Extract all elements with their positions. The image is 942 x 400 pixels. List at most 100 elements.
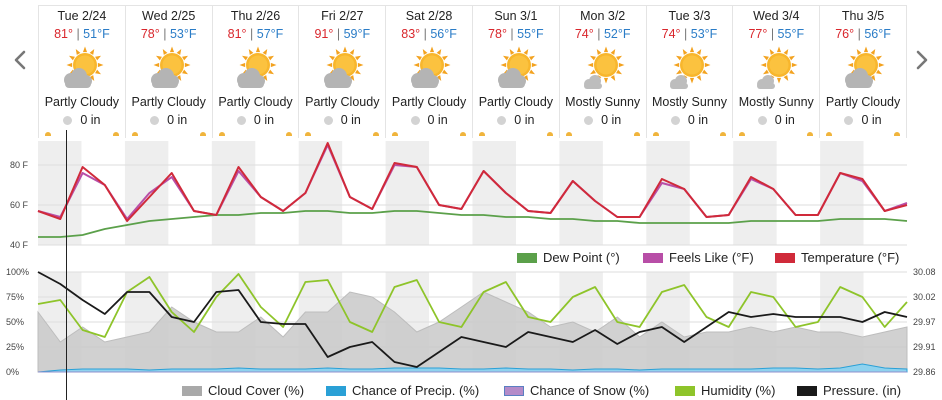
day-precip: 0 in [386, 113, 472, 127]
day-date: Fri 2/27 [321, 9, 364, 23]
high-temp: 76° [835, 27, 855, 41]
raindrop-icon [63, 116, 73, 125]
y2-tick-label: 30.02 [913, 292, 936, 302]
day-condition: Mostly Sunny [738, 95, 814, 109]
day-condition: Partly Cloudy [218, 95, 293, 109]
next-button[interactable] [910, 46, 934, 74]
sunrise-icon [478, 132, 485, 136]
day-precip: 0 in [820, 113, 906, 127]
day-card[interactable]: Sun 3/1 78° | 55°F Partly Cloudy 0 in [472, 5, 560, 138]
conditions-chart: 100% 30.08 75% 30.02 50% 29.97 25% 29.91 0% 29.86 [6, 267, 936, 377]
humidity-swatch [675, 385, 695, 396]
precip-amount: 0 in [687, 113, 709, 127]
day-card[interactable]: Sat 2/28 83° | 56°F Partly Cloudy 0 in [386, 5, 473, 138]
day-temps: 78° | 53°F [140, 27, 197, 41]
day-date: Thu 2/26 [230, 9, 281, 23]
day-condition: Mostly Sunny [651, 95, 727, 109]
mostly-sunny-icon [583, 46, 625, 89]
precip-amount: 0 in [514, 113, 535, 127]
low-temp: 56°F [430, 27, 457, 41]
legend-temperature[interactable]: Temperature (°F) [775, 250, 899, 265]
y-tick-label: 0% [6, 367, 19, 377]
temperature-chart: 80 F 60 F 40 F [10, 141, 908, 250]
day-date: Tue 3/3 [668, 9, 711, 23]
sunset-icon [373, 132, 380, 136]
day-temps: 78° | 55°F [488, 27, 544, 41]
day-card[interactable]: Thu 3/5 76° | 56°F Partly Cloudy 0 in [820, 5, 907, 138]
day-date: Sun 3/1 [494, 9, 538, 23]
day-card[interactable]: Mon 3/2 74° | 52°F Mostly Sunny 0 in [559, 5, 647, 138]
legend-pressure[interactable]: Pressure. (in) [797, 383, 901, 398]
y-tick-label: 50% [6, 317, 24, 327]
sunrise-icon [739, 132, 746, 136]
raindrop-icon [236, 116, 246, 125]
legend-dew-point[interactable]: Dew Point (°) [517, 250, 620, 265]
series-line-dew [38, 210, 908, 238]
raindrop-icon [410, 116, 420, 125]
day-precip: 0 in [126, 113, 212, 127]
day-card[interactable]: Thu 2/26 81° | 57°F Partly Cloudy 0 in [212, 5, 300, 138]
partly-cloudy-icon [63, 46, 104, 88]
legend-humidity[interactable]: Humidity (%) [675, 383, 775, 398]
current-time-marker [66, 130, 67, 400]
day-condition: Mostly Sunny [565, 95, 641, 109]
day-card[interactable]: Tue 2/24 81° | 51°F Partly Cloudy 0 in [38, 5, 126, 138]
day-card[interactable]: Wed 3/4 77° | 55°F Mostly Sunny 0 in [733, 5, 821, 138]
low-temp: 57°F [256, 27, 284, 41]
partly-cloudy-icon [497, 46, 538, 88]
legend-chance-snow[interactable]: Chance of Snow (%) [504, 383, 649, 398]
day-precip: 0 in [473, 113, 559, 127]
legend-feels-like[interactable]: Feels Like (°F) [643, 250, 754, 265]
day-card[interactable]: Tue 3/3 74° | 53°F Mostly Sunny 0 in [646, 5, 734, 138]
raindrop-icon [757, 116, 767, 125]
legend-chance-precip[interactable]: Chance of Precip. (%) [326, 383, 479, 398]
legend-cloud-cover[interactable]: Cloud Cover (%) [182, 383, 304, 398]
legend-cloud-cover-label: Cloud Cover (%) [208, 383, 305, 398]
high-temp: 81° [54, 27, 73, 41]
night-shade [733, 141, 777, 245]
day-card[interactable]: Fri 2/27 91° | 59°F Partly Cloudy 0 in [299, 5, 387, 138]
day-date: Wed 3/4 [753, 9, 800, 23]
partly-cloudy-icon [237, 46, 277, 88]
day-condition: Partly Cloudy [305, 95, 380, 109]
night-shade [211, 141, 256, 245]
daily-forecast-row: Tue 2/24 81° | 51°F Partly Cloudy 0 in W… [38, 5, 907, 138]
partly-cloudy-icon [324, 46, 364, 88]
night-shade [472, 141, 516, 245]
legend-dew-point-label: Dew Point (°) [543, 250, 620, 265]
high-temp: 78° [488, 27, 507, 41]
high-temp: 83° [401, 27, 421, 41]
sunrise-icon [392, 132, 399, 136]
day-condition: Partly Cloudy [131, 95, 206, 109]
y-tick-label: 60 F [10, 200, 29, 210]
y2-tick-label: 30.08 [913, 267, 936, 277]
sunrise-icon [131, 132, 138, 136]
day-temps: 74° | 52°F [574, 27, 631, 41]
day-precip: 0 in [647, 113, 733, 127]
series-line-pressure [37, 271, 908, 368]
sunset-icon [286, 132, 293, 136]
mostly-sunny-icon [670, 46, 711, 89]
sunrise-icon [45, 132, 51, 136]
previous-button[interactable] [8, 46, 32, 74]
mostly-sunny-icon [757, 46, 798, 89]
low-temp: 59°F [343, 27, 371, 41]
day-temps: 77° | 55°F [748, 27, 805, 41]
temperature-swatch [775, 252, 795, 263]
low-temp: 53°F [169, 27, 197, 41]
low-temp: 51°F [83, 27, 110, 41]
sunset-icon [807, 132, 814, 136]
raindrop-icon [584, 116, 594, 125]
night-shade [124, 141, 169, 245]
sunset-icon [459, 132, 466, 136]
legend-temperature-label: Temperature (°F) [801, 250, 900, 265]
sunset-icon [633, 132, 640, 136]
day-temps: 81° | 57°F [227, 27, 284, 41]
day-precip: 0 in [299, 113, 385, 127]
night-shade [385, 141, 430, 245]
chevron-left-icon [14, 50, 26, 70]
day-precip: 0 in [39, 113, 125, 127]
y-tick-label: 25% [6, 342, 24, 352]
y-tick-label: 40 F [10, 240, 29, 250]
day-card[interactable]: Wed 2/25 78° | 53°F Partly Cloudy 0 in [125, 5, 213, 138]
